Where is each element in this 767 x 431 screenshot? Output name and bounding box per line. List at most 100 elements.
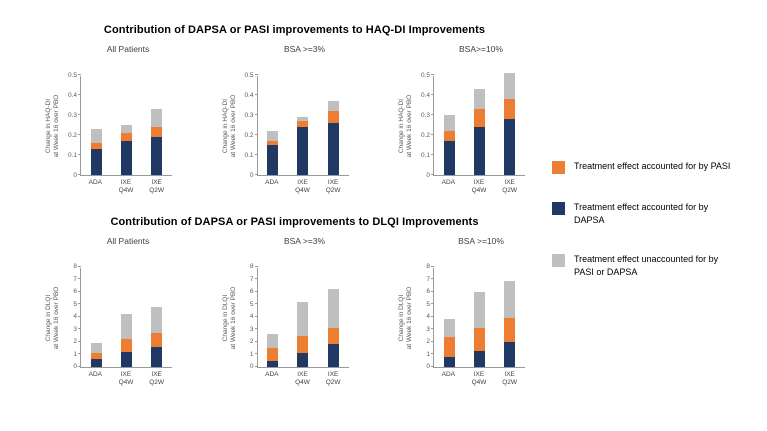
y-tick-label: 3 (249, 325, 254, 333)
y-tick-label: 6 (73, 288, 77, 296)
x-category-label: IXE Q2W (149, 370, 165, 387)
y-tick-label: 0.1 (420, 151, 430, 159)
plot-area (78, 265, 172, 368)
y-axis-label: Change in HAQ-DI at Week 16 over PBO (221, 94, 237, 158)
plot-area (254, 74, 349, 176)
x-category-label: IXE Q4W (295, 370, 310, 387)
y-tick-label: 0 (426, 171, 430, 179)
stacked-bar (473, 89, 485, 175)
y-tick-mark (431, 265, 434, 267)
chart-panel: All Patients Change in DLQI at Week 16 ove… (42, 236, 194, 388)
y-tick-label: 0 (426, 363, 430, 371)
y-tick-label: 8 (426, 263, 430, 271)
y-tick-mark (254, 365, 258, 367)
chart-panel: BSA >=3% Change in DLQI at Week 16 over PB… (219, 236, 371, 388)
bar-segment-dapsa (504, 119, 516, 175)
bar-segment-pasi (120, 339, 132, 352)
y-tick-mark (254, 290, 258, 292)
bar-segment-pasi (504, 318, 516, 342)
stacked-bar (443, 319, 455, 367)
y-tick-mark (78, 290, 81, 292)
y-tick-label: 0.3 (67, 111, 77, 119)
bar-segment-pasi (473, 328, 485, 351)
y-tick-label: 5 (249, 300, 254, 308)
y-tick-label: 1 (73, 350, 77, 358)
x-category-label: IXE Q2W (502, 370, 518, 387)
y-tick-mark (78, 340, 81, 342)
bar-segment-pasi (504, 99, 516, 119)
x-category-label: IXE Q4W (471, 370, 487, 387)
bar-segment-unaccounted (297, 117, 309, 121)
y-tick-label: 0.4 (67, 91, 77, 99)
y-tick-mark (254, 134, 258, 135)
y-tick-mark (431, 290, 434, 292)
stacked-bar (267, 131, 279, 175)
y-tick-mark (431, 365, 434, 367)
y-tick-label: 0.2 (244, 131, 254, 139)
panel-subtitle: BSA >=10% (458, 235, 504, 246)
bar-segment-unaccounted (473, 89, 485, 109)
x-category-label: IXE Q4W (118, 370, 134, 387)
bar-segment-dapsa (120, 141, 132, 175)
y-tick-mark (254, 315, 258, 317)
x-category-label: IXE Q2W (325, 179, 341, 195)
stacked-bar (443, 115, 455, 175)
y-axis-label: Change in HAQ-DI at Week 16 over PBO (44, 94, 60, 158)
y-tick-mark (431, 315, 434, 317)
bar-segment-dapsa (267, 360, 279, 367)
stacked-bar (504, 73, 516, 175)
y-tick-mark (431, 114, 434, 115)
bar-segment-pasi (327, 111, 339, 123)
y-tick-mark (78, 114, 81, 115)
y-axis-label: Change in DLQI at Week 16 over PBO (221, 286, 237, 350)
y-axis-label: Change in HAQ-DI at Week 16 over PBO (397, 94, 413, 158)
plot-area (431, 265, 525, 368)
panel-subtitle: BSA >=3% (283, 44, 326, 54)
bar-segment-unaccounted (120, 125, 132, 133)
bar-segment-unaccounted (443, 319, 455, 337)
haqdi-chart-title: Contribution of DAPSA or PASI improvemen… (103, 24, 486, 36)
bar-segment-unaccounted (90, 129, 102, 143)
bar-segment-pasi (151, 127, 163, 137)
bar-segment-pasi (267, 141, 279, 145)
bar-segment-pasi (297, 335, 309, 354)
bar-segment-dapsa (473, 350, 485, 367)
y-tick-mark (78, 365, 81, 367)
x-category-label: IXE Q4W (471, 179, 487, 195)
stacked-bar (151, 306, 163, 367)
dapsa-color-swatch (552, 202, 565, 215)
stacked-bar (297, 301, 309, 367)
y-tick-label: 0.4 (244, 91, 254, 99)
y-axis-label: Change in DLQI at Week 16 over PBO (397, 286, 413, 350)
panel-subtitle: All Patients (106, 235, 150, 246)
y-tick-mark (254, 353, 258, 355)
y-tick-mark (78, 278, 81, 280)
bar-segment-dapsa (297, 353, 309, 367)
bar-segment-dapsa (90, 149, 102, 175)
y-tick-mark (254, 74, 258, 75)
bar-segment-dapsa (297, 127, 309, 175)
bar-segment-dapsa (473, 127, 485, 175)
y-tick-mark (431, 278, 434, 280)
bar-segment-dapsa (90, 359, 102, 367)
y-tick-mark (78, 303, 81, 305)
y-tick-label: 4 (249, 313, 254, 321)
bar-segment-unaccounted (267, 131, 279, 141)
legend-item-pasi: Treatment effect accounted for by PASI (552, 160, 760, 174)
y-tick-label: 2 (73, 338, 77, 346)
legend-item-dapsa: Treatment effect accounted for by DAPSA (552, 201, 760, 226)
y-tick-label: 0.5 (420, 71, 430, 79)
y-tick-mark (254, 265, 258, 267)
y-tick-label: 0.2 (420, 131, 430, 139)
y-tick-label: 8 (249, 263, 254, 271)
y-tick-mark (431, 94, 434, 95)
legend-label-pasi: Treatment effect accounted for by PASI (574, 161, 731, 171)
bar-segment-dapsa (443, 141, 455, 175)
y-tick-label: 4 (426, 313, 430, 321)
x-category-label: ADA (88, 179, 103, 186)
panel-subtitle: All Patients (106, 44, 150, 54)
stacked-bar (327, 101, 339, 175)
y-tick-label: 6 (249, 288, 254, 296)
y-tick-mark (78, 315, 81, 317)
